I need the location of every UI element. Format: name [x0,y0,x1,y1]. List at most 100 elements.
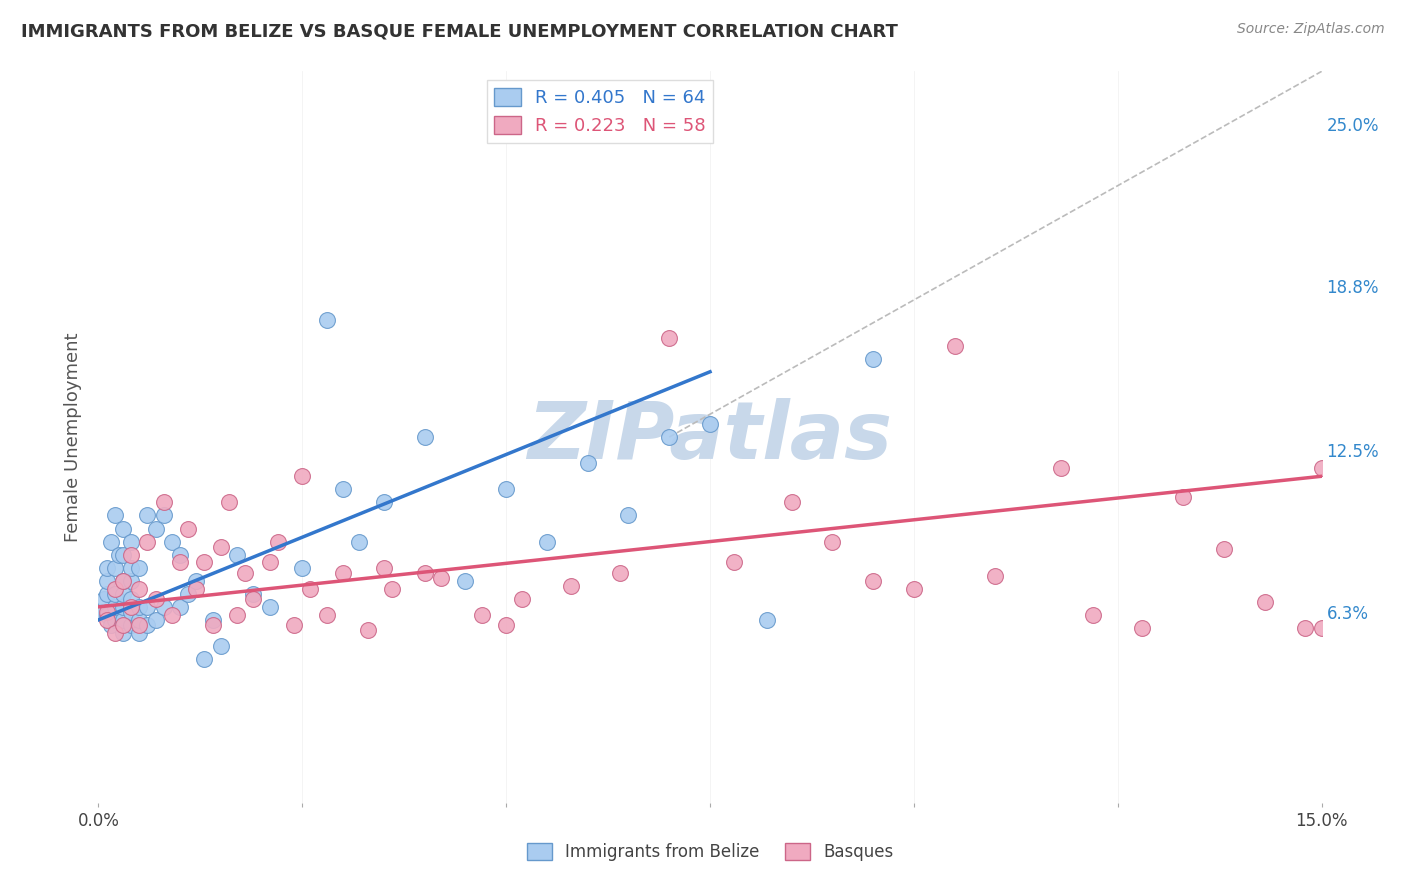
Point [104,587,127,601]
Point [136,534,159,549]
Text: ZIPatlas: ZIPatlas [527,398,893,476]
Point [291,469,314,483]
Point [349,534,371,549]
Point [136,508,159,523]
Point [536,534,558,549]
Point [862,351,884,366]
Point [111,613,134,627]
Point [332,566,354,580]
Point [560,579,582,593]
Point [315,312,337,326]
Point [576,456,599,470]
Point [128,626,150,640]
Point [291,560,314,574]
Point [152,599,174,614]
Point [177,521,200,535]
Point [209,540,232,554]
Point [201,618,224,632]
Point [1130,621,1153,635]
Point [1253,594,1275,608]
Point [145,521,167,535]
Point [152,495,174,509]
Point [332,483,354,497]
Point [512,592,534,607]
Point [903,582,925,596]
Point [145,613,167,627]
Point [100,534,122,549]
Point [145,592,167,607]
Point [723,556,745,570]
Point [111,521,134,535]
Point [495,483,517,497]
Point [495,618,517,632]
Point [242,592,264,607]
Point [1212,542,1234,557]
Point [430,571,453,585]
Point [356,624,378,638]
Point [658,331,681,345]
Point [120,599,142,614]
Point [315,607,337,622]
Point [120,574,142,588]
Point [233,566,256,580]
Y-axis label: Female Unemployment: Female Unemployment [63,333,82,541]
Point [226,607,249,622]
Point [91,605,114,619]
Point [96,574,118,588]
Point [128,582,150,596]
Point [128,618,150,632]
Point [413,430,436,444]
Point [177,587,200,601]
Point [609,566,631,580]
Point [128,560,150,574]
Point [193,652,215,666]
Point [259,599,281,614]
Point [96,607,118,622]
Point [120,560,142,574]
Point [1083,607,1105,622]
Point [169,556,191,570]
Point [104,560,127,574]
Point [984,568,1007,582]
Point [780,495,803,509]
Point [242,587,264,601]
Point [104,626,127,640]
Point [120,605,142,619]
Point [128,613,150,627]
Point [299,582,322,596]
Point [169,548,191,562]
Point [104,599,127,614]
Point [1310,621,1333,635]
Point [96,560,118,574]
Text: IMMIGRANTS FROM BELIZE VS BASQUE FEMALE UNEMPLOYMENT CORRELATION CHART: IMMIGRANTS FROM BELIZE VS BASQUE FEMALE … [21,22,898,40]
Point [111,618,134,632]
Point [226,548,249,562]
Point [104,508,127,523]
Point [381,582,404,596]
Point [120,618,142,632]
Point [267,534,290,549]
Point [1310,461,1333,475]
Point [111,574,134,588]
Point [821,534,844,549]
Point [186,574,208,588]
Point [108,548,131,562]
Point [96,605,118,619]
Point [209,639,232,653]
Point [96,613,118,627]
Point [152,508,174,523]
Point [1294,621,1316,635]
Point [111,626,134,640]
Point [136,599,159,614]
Point [111,548,134,562]
Point [218,495,240,509]
Point [283,618,305,632]
Point [373,560,395,574]
Point [169,599,191,614]
Point [259,556,281,570]
Point [617,508,640,523]
Point [373,495,395,509]
Text: Source: ZipAtlas.com: Source: ZipAtlas.com [1237,22,1385,37]
Point [160,607,183,622]
Point [756,613,779,627]
